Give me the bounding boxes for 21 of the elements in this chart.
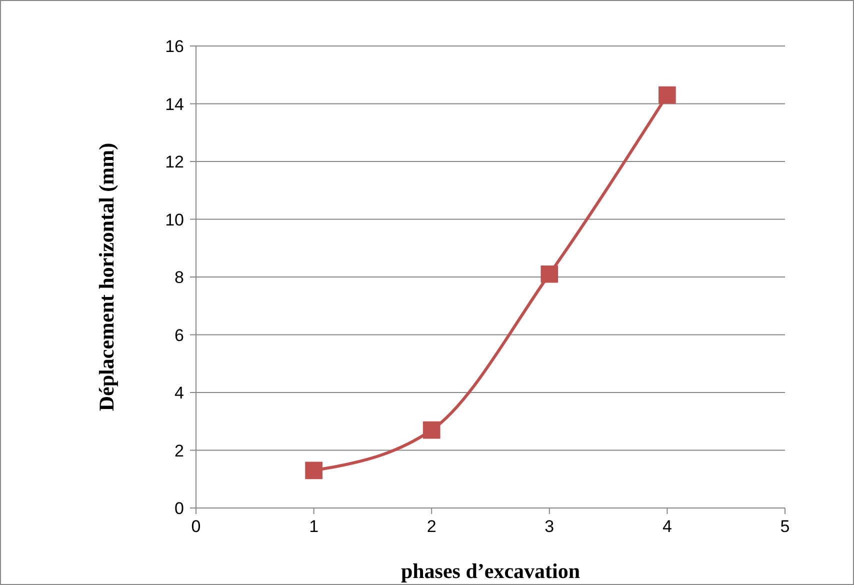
- x-tick-label: 0: [191, 517, 201, 536]
- x-tick-label: 4: [662, 517, 672, 536]
- point: [658, 86, 676, 104]
- y-tick-label: 6: [174, 326, 184, 345]
- y-tick-label: 14: [165, 94, 184, 114]
- x-tick-label: 5: [780, 517, 790, 536]
- point: [540, 265, 558, 283]
- x-tick-label: 1: [309, 517, 319, 536]
- point: [422, 421, 440, 439]
- y-tick-label: 10: [165, 210, 184, 230]
- y-axis-title: Déplacement horizontal (mm): [94, 142, 118, 412]
- x-tick-label: 2: [426, 517, 436, 536]
- y-tick-label: 4: [174, 384, 184, 403]
- y-tick-label: 16: [165, 37, 184, 56]
- y-tick-label: 12: [165, 152, 184, 172]
- y-tick-label: 2: [174, 441, 184, 460]
- y-tick-label: 8: [174, 268, 184, 288]
- x-axis-title: phases d’excavation: [400, 559, 580, 583]
- x-tick-label: 3: [544, 517, 554, 536]
- point: [305, 462, 322, 480]
- y-tick-label: 0: [174, 499, 184, 518]
